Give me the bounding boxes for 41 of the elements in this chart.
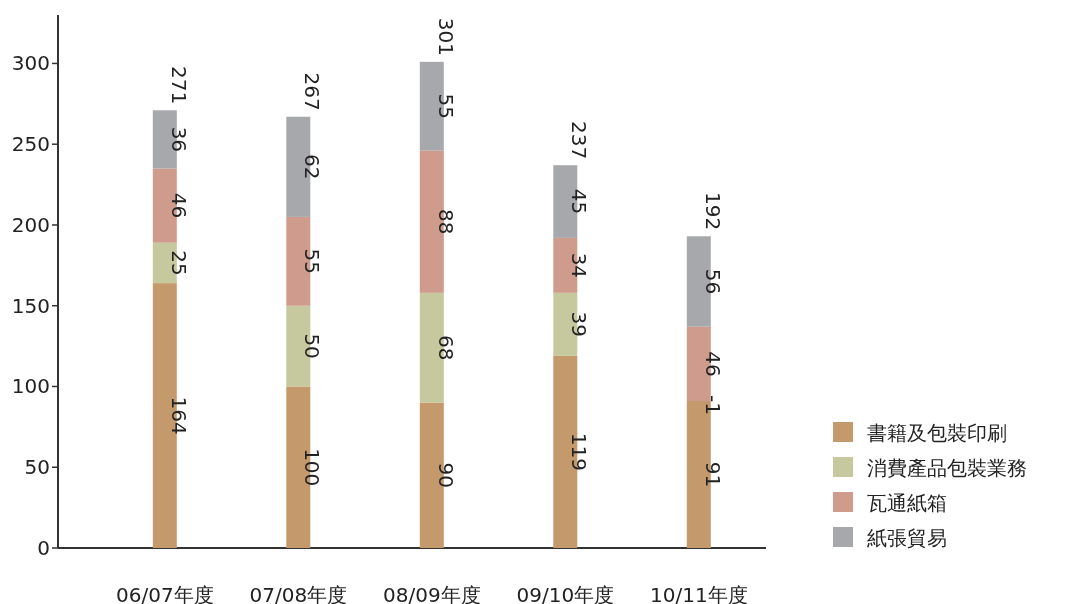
data-label: 55 xyxy=(433,93,458,119)
y-tick-label: 100 xyxy=(11,374,50,399)
total-label: 267 xyxy=(300,72,325,111)
x-tick-label: 07/08年度 xyxy=(249,583,348,604)
data-label: 45 xyxy=(567,188,592,215)
data-label: 62 xyxy=(300,154,325,180)
data-label: 119 xyxy=(567,432,592,471)
y-tick-label: 200 xyxy=(11,212,50,237)
x-tick-label: 10/11年度 xyxy=(649,583,748,604)
data-label: 39 xyxy=(567,311,592,338)
data-label: 50 xyxy=(300,333,325,359)
total-label: 301 xyxy=(433,17,458,56)
data-label: 46 xyxy=(166,192,191,219)
legend-label: 瓦通紙箱 xyxy=(867,491,947,515)
data-label: 91 xyxy=(700,461,725,488)
annotation: -1 xyxy=(700,395,725,415)
x-tick-label: 09/10年度 xyxy=(516,583,615,604)
total-label: 271 xyxy=(166,66,191,105)
data-label: 164 xyxy=(166,396,191,435)
y-tick-label: 0 xyxy=(37,536,50,560)
y-tick-label: 50 xyxy=(24,455,50,480)
total-label: 237 xyxy=(567,121,592,160)
y-tick-label: 300 xyxy=(11,51,50,76)
data-label: 56 xyxy=(700,268,725,295)
legend-label: 書籍及包裝印刷 xyxy=(867,421,1007,445)
total-label: 192 xyxy=(700,192,725,231)
data-label: 25 xyxy=(166,250,191,276)
data-label: 46 xyxy=(700,351,725,377)
y-tick-label: 150 xyxy=(11,293,50,318)
legend-label: 紙張貿易 xyxy=(867,526,947,550)
x-tick-label: 06/07年度 xyxy=(115,583,214,604)
data-label: 68 xyxy=(433,334,458,361)
data-label: 90 xyxy=(433,462,458,489)
data-label: 34 xyxy=(567,252,592,279)
data-label: 100 xyxy=(300,448,325,487)
x-tick-label: 08/09年度 xyxy=(382,583,481,604)
y-tick-label: 250 xyxy=(11,132,50,157)
data-label: 88 xyxy=(433,209,458,235)
data-label: 55 xyxy=(300,248,325,275)
data-label: 36 xyxy=(166,126,191,153)
legend-label: 消費產品包裝業務 xyxy=(867,456,1027,480)
